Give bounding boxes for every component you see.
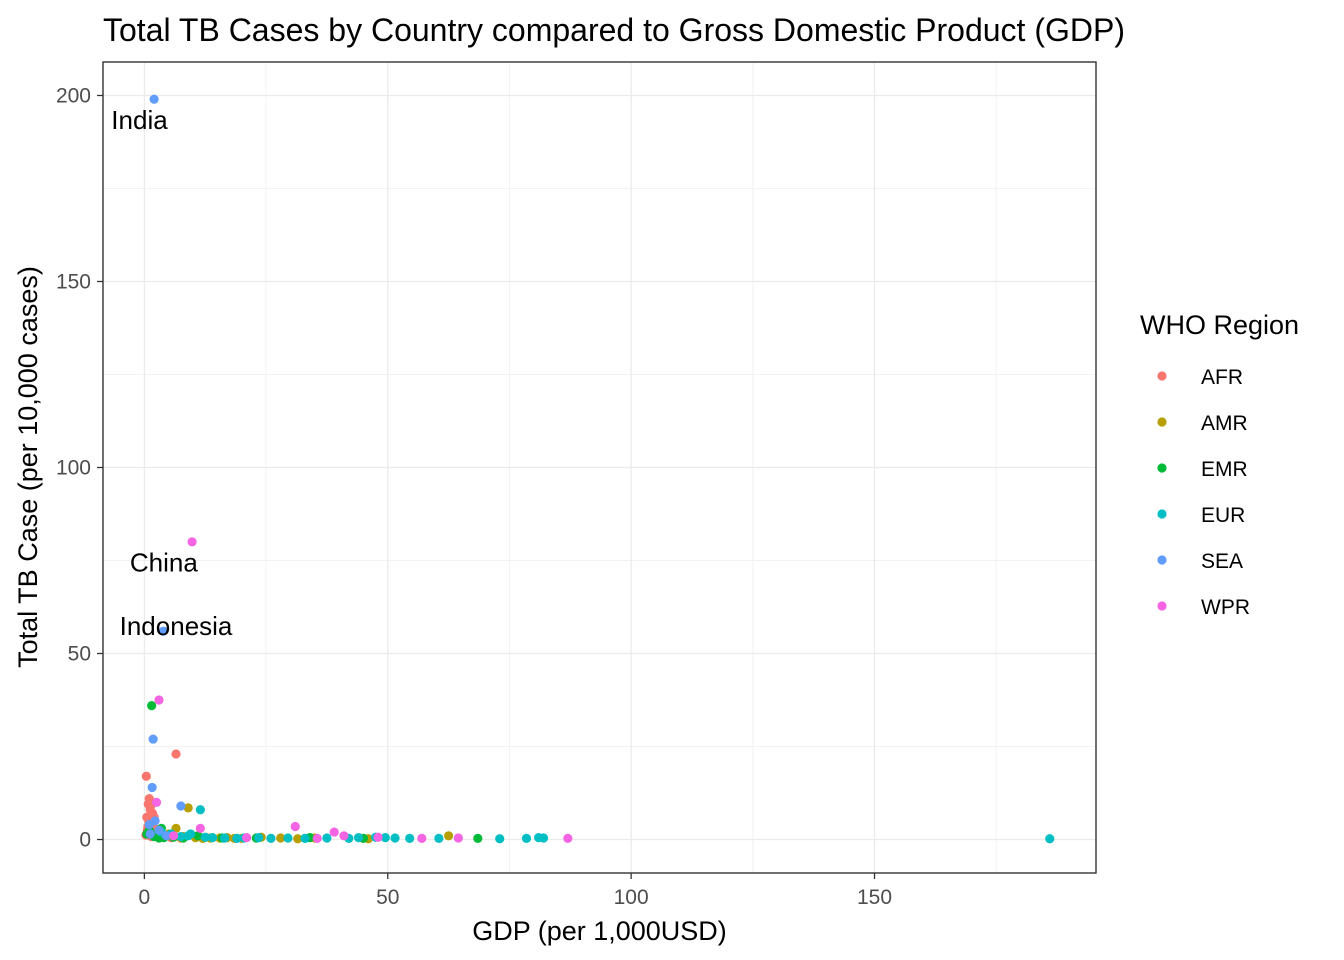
data-point — [283, 833, 293, 843]
data-point — [300, 833, 310, 844]
x-tick-label: 0 — [139, 886, 151, 909]
data-point — [186, 829, 196, 839]
legend-entry: EUR — [1157, 504, 1245, 527]
data-point — [312, 833, 322, 844]
data-point — [193, 831, 203, 841]
point-annotations: India China Indonesia — [111, 105, 233, 641]
data-point — [232, 833, 242, 844]
data-point — [176, 801, 186, 811]
legend-entry: AFR — [1157, 366, 1243, 389]
legend-label: SEA — [1201, 550, 1243, 573]
data-point — [444, 831, 454, 841]
legend-entry: WPR — [1157, 596, 1250, 619]
legend-key — [1157, 601, 1167, 611]
chart-title: Total TB Cases by Country compared to Gr… — [103, 12, 1125, 48]
y-tick-label: 150 — [56, 270, 91, 293]
point-annotation: China — [130, 548, 198, 578]
data-point — [1045, 834, 1055, 844]
data-point — [161, 831, 171, 841]
data-point — [241, 833, 252, 843]
data-point — [434, 833, 444, 844]
y-axis-title: Total TB Case (per 10,000 cases) — [13, 266, 43, 668]
data-point — [534, 833, 544, 843]
x-tick-label: 100 — [614, 886, 649, 909]
data-point — [473, 833, 483, 844]
x-axis-title: GDP (per 1,000USD) — [472, 916, 727, 946]
series-wpr — [151, 537, 573, 844]
data-point — [290, 821, 300, 832]
legend-entry: AMR — [1157, 412, 1248, 435]
data-point — [220, 833, 230, 843]
legend-key — [1157, 417, 1167, 427]
data-point — [405, 833, 415, 844]
data-point — [168, 831, 179, 841]
y-tick-label: 100 — [56, 457, 91, 480]
legend-label: EMR — [1201, 458, 1248, 481]
legend-label: WPR — [1201, 596, 1250, 619]
data-point — [200, 832, 210, 842]
legend-key — [1157, 555, 1167, 565]
legend-label: AFR — [1201, 366, 1243, 389]
data-point — [154, 825, 164, 835]
series-eur — [156, 805, 1055, 844]
data-point — [453, 833, 463, 843]
data-point — [141, 771, 151, 781]
data-point — [293, 834, 303, 844]
data-point — [339, 831, 349, 841]
point-annotation: India — [111, 105, 168, 135]
legend-key — [1157, 509, 1167, 519]
legend-label: AMR — [1201, 412, 1248, 435]
data-point — [171, 749, 181, 759]
data-point — [187, 537, 197, 547]
data-point — [148, 808, 158, 819]
data-point — [144, 820, 154, 830]
data-point — [147, 782, 157, 793]
data-point — [521, 833, 532, 844]
data-point — [353, 833, 364, 843]
data-point — [329, 827, 339, 837]
data-point — [254, 833, 264, 843]
legend-entry: SEA — [1157, 550, 1243, 573]
data-point — [176, 831, 186, 842]
legend: WHO Region AFR AMR EMR EUR SEA WPR — [1140, 310, 1299, 619]
data-point — [266, 833, 276, 844]
data-point — [563, 833, 573, 844]
y-tick-label: 200 — [56, 84, 91, 107]
data-point — [380, 833, 390, 843]
data-point — [151, 797, 162, 807]
y-axis: 0 50 100 150 200 — [56, 84, 103, 852]
x-axis: 0 50 100 150 — [139, 873, 892, 909]
point-annotation: Indonesia — [120, 611, 233, 641]
data-point — [195, 823, 205, 833]
plot-area: India China Indonesia — [102, 61, 1097, 874]
x-tick-label: 150 — [857, 886, 892, 909]
data-point — [158, 626, 168, 636]
data-point — [183, 803, 193, 813]
y-tick-label: 0 — [79, 829, 91, 852]
x-tick-label: 50 — [376, 886, 399, 909]
data-point — [207, 833, 218, 843]
series-sea — [144, 94, 186, 841]
legend-entries: AFR AMR EMR EUR SEA WPR — [1157, 366, 1250, 619]
data-point — [276, 833, 286, 843]
data-point — [322, 833, 332, 843]
y-tick-label: 50 — [68, 643, 91, 666]
legend-key — [1157, 463, 1167, 473]
legend-label: EUR — [1201, 504, 1245, 527]
data-point — [154, 695, 164, 705]
legend-key — [1157, 371, 1167, 381]
data-point — [147, 700, 157, 711]
legend-title: WHO Region — [1140, 310, 1299, 340]
data-point — [417, 833, 427, 844]
data-point — [148, 734, 158, 744]
data-points — [141, 94, 1055, 844]
data-point — [495, 834, 505, 844]
data-point — [149, 94, 159, 104]
legend-entry: EMR — [1157, 458, 1248, 481]
data-point — [390, 833, 400, 843]
data-point — [195, 805, 205, 815]
data-point — [145, 829, 155, 839]
data-point — [373, 832, 383, 842]
